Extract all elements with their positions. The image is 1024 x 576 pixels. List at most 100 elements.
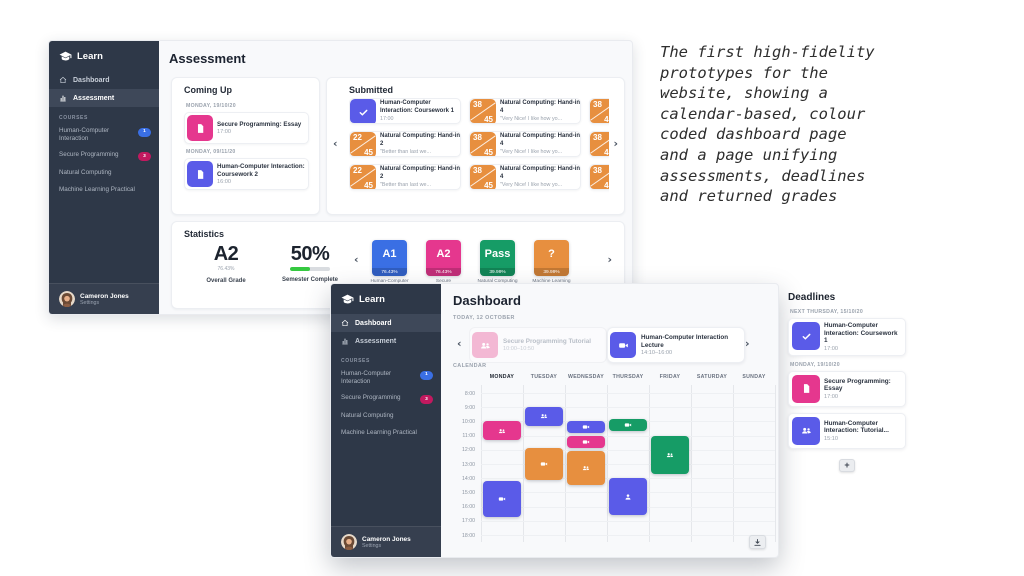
- calendar-event[interactable]: [483, 481, 521, 517]
- course-label: Human-Computer Interaction: [341, 370, 392, 386]
- deadlines-panel: Deadlines NEXT THURSDAY, 15/10/20 Human-C…: [788, 292, 906, 472]
- course-label: Natural Computing: [341, 412, 394, 420]
- grade-icon: 22 45: [350, 165, 376, 189]
- calendar-event[interactable]: [525, 448, 563, 480]
- deadline-item[interactable]: Secure Programming: Essay 17:00: [788, 370, 906, 407]
- sidebar-course-item[interactable]: Natural Computing: [331, 408, 441, 424]
- camera-icon: [582, 438, 590, 446]
- calendar-day-saturday[interactable]: SATURDAY: [696, 374, 728, 380]
- sidebar-item-dashboard[interactable]: Dashboard: [49, 71, 159, 89]
- submitted-grid: Human-Computer Interaction: Coursework 1…: [349, 98, 609, 190]
- course-grade-card[interactable]: A2 76.43% Secure: [426, 240, 461, 284]
- submitted-item[interactable]: Human-Computer Interaction: Coursework 1…: [349, 98, 461, 124]
- submitted-item[interactable]: 22 45 Natural Computing: Hand-in 2 "Better …: [349, 131, 461, 157]
- sidebar-item-assessment[interactable]: Assessment: [331, 332, 441, 350]
- calendar-event[interactable]: [651, 435, 689, 474]
- sidebar-course-item[interactable]: Human-Computer Interaction 1: [331, 366, 441, 390]
- calendar-day-thursday[interactable]: THURSDAY: [612, 374, 644, 380]
- coming-up-item[interactable]: Secure Programming: Essay 17:00: [184, 112, 309, 144]
- course-grade-card[interactable]: Pass 39.99% Natural Computing: [478, 240, 518, 284]
- chevron-right-icon[interactable]: ›: [745, 337, 750, 350]
- chevron-left-icon[interactable]: ‹: [333, 137, 338, 150]
- sidebar: Learn Dashboard Assessment COURSES Human-Com…: [331, 284, 441, 557]
- chevron-left-icon[interactable]: ‹: [354, 253, 359, 266]
- home-icon: [341, 319, 349, 327]
- sidebar-item-assessment[interactable]: Assessment: [49, 89, 159, 107]
- item-subtitle: "Very Nice! I like how yo...: [500, 148, 563, 155]
- sidebar-course-item[interactable]: Natural Computing: [49, 165, 159, 181]
- calendar-hour-line: [481, 535, 775, 536]
- grade-percent: 39.99%: [480, 268, 515, 276]
- calendar-day-monday[interactable]: MONDAY: [489, 374, 515, 380]
- camera-icon: [540, 460, 548, 468]
- sidebar-item-dashboard[interactable]: Dashboard: [331, 314, 441, 332]
- calendar-event[interactable]: [609, 418, 647, 432]
- chart-icon: [59, 94, 67, 102]
- check-icon: [792, 322, 820, 350]
- calendar-hour-line: [481, 435, 775, 437]
- sidebar-course-item[interactable]: Secure Programming 3: [49, 147, 159, 165]
- overall-grade-value: A2: [213, 243, 239, 265]
- calendar-event[interactable]: [609, 478, 647, 516]
- chevron-left-icon[interactable]: ‹: [457, 337, 462, 350]
- deadline-item[interactable]: Human-Computer Interaction: Tutorial... 1…: [788, 412, 906, 449]
- item-subtitle: 17:00: [380, 115, 394, 122]
- course-grade-card[interactable]: A1 76.43% Human-Computer: [370, 240, 409, 284]
- grade-course-label: Human-Computer: [370, 279, 409, 284]
- sidebar-course-item[interactable]: Machine Learning Practical: [331, 425, 441, 441]
- grade-tile: ? 39.99%: [534, 240, 569, 276]
- submitted-item[interactable]: 38 45 Natural Computing: Hand-in 4 "Very Ni…: [469, 98, 581, 124]
- page-title: Dashboard: [453, 293, 521, 308]
- deadline-item[interactable]: Human-Computer Interaction: Coursework 1…: [788, 318, 906, 356]
- coming-up-list: MONDAY, 19/10/20 Secure Programming: Essa…: [184, 98, 309, 194]
- sidebar-course-item[interactable]: Machine Learning Practical: [49, 182, 159, 198]
- user-profile[interactable]: Cameron Jones Settings: [49, 283, 159, 314]
- calendar-column-divider: [481, 385, 482, 542]
- chevron-right-icon[interactable]: ›: [607, 253, 612, 266]
- calendar-event[interactable]: [567, 421, 605, 433]
- dashboard-window: Learn Dashboard Assessment COURSES Human-Com…: [330, 283, 779, 558]
- camera-icon: [582, 423, 590, 431]
- user-profile[interactable]: Cameron Jones Settings: [331, 526, 441, 557]
- calendar-event[interactable]: [567, 435, 605, 449]
- calendar-event[interactable]: [483, 421, 521, 440]
- calendar-day-wednesday[interactable]: WEDNESDAY: [568, 374, 604, 380]
- grade-numerator: 22: [353, 133, 362, 142]
- date-label: MONDAY, 19/10/20: [186, 103, 236, 109]
- calendar-day-sunday[interactable]: SUNDAY: [742, 374, 766, 380]
- sidebar: Learn Dashboard Assessment COURSES Human-Com…: [49, 41, 159, 314]
- calendar-label: CALENDAR: [453, 363, 487, 369]
- item-title: Natural Computing: Hand-in 4: [500, 133, 580, 147]
- calendar-event[interactable]: [567, 451, 605, 486]
- avatar-icon: [341, 534, 357, 550]
- submitted-item[interactable]: 38 45 Natural Computing: Hand-in 4 "Very Ni…: [469, 131, 581, 157]
- grade-value: A1: [382, 248, 397, 260]
- submitted-item[interactable]: 38 45 Natural Computing: Hand-in 4 "Very Ni…: [469, 164, 581, 190]
- sidebar-course-item[interactable]: Secure Programming 3: [331, 390, 441, 408]
- calendar-grid: MONDAY TUESDAY WEDNESDAY THURSDAY FRIDAY SATU…: [439, 372, 778, 552]
- calendar-day-tuesday[interactable]: TUESDAY: [530, 374, 558, 380]
- calendar-column-divider: [733, 385, 734, 542]
- calendar-hour-label: 9:00: [464, 404, 475, 411]
- today-event-card[interactable]: Human-Computer Interaction Lecture 14:10–…: [607, 327, 745, 363]
- date-label: MONDAY, 19/10/20: [790, 361, 840, 368]
- item-title: Human-Computer Interaction: Coursework 1: [824, 322, 898, 345]
- today-label: TODAY, 12 OCTOBER: [453, 315, 515, 321]
- coming-up-item[interactable]: Human-Computer Interaction: Coursework 2…: [184, 158, 309, 190]
- chevron-right-icon[interactable]: ›: [613, 137, 618, 150]
- calendar-hour-label: 12:00: [462, 447, 475, 454]
- calendar-column-divider: [565, 385, 566, 542]
- course-grade-card[interactable]: ? 39.99% Machine Learning: [532, 240, 571, 284]
- add-deadline-button[interactable]: +: [839, 458, 855, 472]
- calendar-day-friday[interactable]: FRIDAY: [659, 374, 681, 380]
- today-event-card[interactable]: Secure Programming Tutorial 10:00–10:50: [469, 327, 607, 363]
- sidebar-course-item[interactable]: Human-Computer Interaction 1: [49, 123, 159, 147]
- submitted-item[interactable]: 22 45 Natural Computing: Hand-in 2 "Better …: [349, 164, 461, 190]
- calendar-hour-label: 18:00: [462, 532, 475, 539]
- doc-icon: [792, 374, 820, 403]
- calendar-event[interactable]: [525, 407, 563, 426]
- download-button[interactable]: [749, 535, 766, 549]
